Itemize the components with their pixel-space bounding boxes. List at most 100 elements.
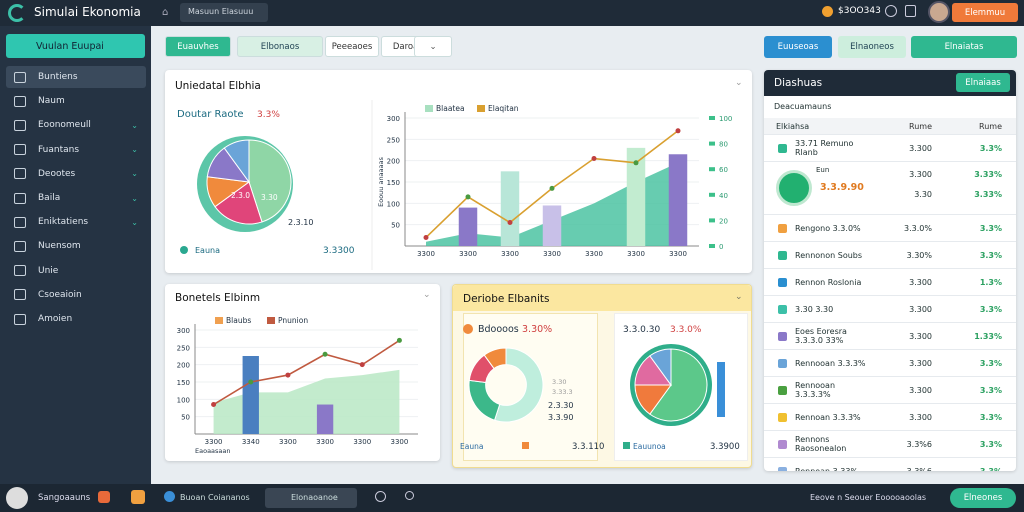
cell: Rennon Roslonia [795,277,862,287]
nav-icon [14,168,26,180]
pie-slice [223,139,250,184]
pie-label: 3.30 [261,193,278,202]
nav-item[interactable]: Csoeaioin [6,284,146,306]
nav-label: Naum [38,96,65,107]
x-tick-label: 3300 [627,250,645,258]
table-header: Elkiahsa Rume Rume [764,118,1016,135]
cell: Rennonon Soubs [795,250,863,260]
nav-item[interactable]: Amoien [6,308,146,330]
app-icon[interactable] [164,491,175,502]
row-icon [778,466,787,471]
nav-icon [14,119,26,131]
chevron: ⌄ [131,169,138,179]
cell: Rennoan 3.33% [795,466,859,472]
nav-item[interactable]: Baila ⌄ [6,187,146,209]
settings-icon[interactable] [885,5,897,17]
toolbar-button[interactable]: Euauvhes [165,36,231,57]
avatar[interactable] [928,1,950,23]
table-row[interactable]: Rennoan 3.33% 3.3%6 3.3% [764,458,1016,471]
y-tick-label: 300 [177,327,190,335]
badge [463,324,473,334]
nav-label: Deootes [38,168,76,179]
action-button[interactable]: Elemmuu [952,3,1018,22]
nav-item[interactable]: Eniktatiens ⌄ [6,211,146,233]
taskbar-action[interactable]: Elneones [950,488,1016,508]
panel-action[interactable]: Elnaiaas [956,73,1010,92]
table-row[interactable]: Rennooan 3.3.3.3% 3.300 3.3% [764,377,1016,404]
chevron: ⌄ [131,193,138,203]
nav-item[interactable]: Deootes ⌄ [6,163,146,185]
menu[interactable]: ⌄ [423,290,431,300]
taskbar: Sangoaauns Buoan Coiananos Elonaoanoe Ee… [0,484,1024,512]
table-row[interactable]: Rennonon Soubs 3.30% 3.3% [764,242,1016,269]
nav-item[interactable]: Eoonomeull ⌄ [6,114,146,136]
app-icon[interactable] [131,490,145,504]
cell: 3.300 [909,331,932,341]
table-row[interactable]: Rennooan 3.3.3% 3.300 3.3% [764,350,1016,377]
nav-item[interactable]: Naum [6,90,146,112]
x-tick-label: 3300 [205,438,223,446]
row-icon [778,358,787,368]
toolbar-button[interactable]: Elnaiatas [911,36,1017,58]
status: Eeove n Seouer Eooooaoolas [810,493,927,502]
user-name: Sangoaauns [38,493,91,503]
y-tick-label: 200 [177,362,190,370]
overview-graphics: Doutar Raote 3.3% 2.3.0 3.30 2.3.10 Eauna 3.33… [177,100,373,270]
search-box[interactable]: Masuun Elasuuu [180,3,268,22]
panel-title: Diashuas [774,77,823,89]
cell: 3.3% [979,412,1002,422]
toolbar-button[interactable]: Elnaoneos [838,36,906,58]
y-tick-label: 250 [387,136,400,144]
apps-icon[interactable] [905,5,916,17]
y2-tick-label: 40 [719,192,728,200]
panel-title: Uniedatal Elbhia [175,80,261,92]
nav-label: Baila [38,193,61,203]
pie-total: 3.3300 [323,246,355,256]
nav-item[interactable]: Nuensom [6,235,146,257]
cell: 3.300 [909,385,932,395]
menu[interactable]: ⌄ [735,78,743,88]
nav-item[interactable]: Buntiens [6,66,146,88]
dropdown[interactable]: ⌄ [414,36,452,57]
y-tick-label: 100 [177,396,190,404]
nav-label: Amoien [38,314,73,324]
y2-tick-label: 80 [719,141,728,149]
nav-icon [14,192,26,204]
toolbar-button[interactable]: Elbonaos [237,36,323,57]
window-tab[interactable]: Elonaoanoe [265,488,357,508]
legend-label: Eauna [195,246,220,255]
y-tick-label: 50 [391,222,400,230]
table-row[interactable]: Rennoan 3.3.3% 3.300 3.3% [764,404,1016,431]
table-row[interactable]: Rennon Roslonia 3.300 1.3% [764,269,1016,296]
y-tick-label: 150 [177,379,190,387]
tray-icon[interactable] [405,491,414,500]
point [633,160,639,166]
home-icon[interactable]: ⌂ [162,7,169,18]
user-avatar[interactable] [6,487,28,509]
table-row[interactable]: Rengono 3.3.0% 3.3.0% 3.3% [764,215,1016,242]
x-tick-label: 3300 [543,250,561,258]
menu[interactable]: ⌄ [735,292,743,302]
nav-item[interactable]: Fuantans ⌄ [6,139,146,161]
cell: 1.33% [974,331,1002,341]
app-icon[interactable] [98,491,110,503]
x-axis-title: Eaoaasaan [195,447,231,455]
table-row[interactable]: 3.30 3.30 3.300 3.3% [764,296,1016,323]
point [285,372,291,378]
table-row[interactable]: Eoes Eoresra 3.3.3.0 33% 3.300 1.33% [764,323,1016,350]
pie-change: 3.3.0% [670,325,702,335]
bar [542,205,562,246]
row-icon [778,439,787,449]
toolbar-button[interactable]: Peeeaoes [325,36,379,57]
primary-button[interactable]: Vuulan Euupai [6,34,145,58]
table-row[interactable]: Rennons Raosonealon 3.3%6 3.3% [764,431,1016,458]
overview-chart: 50 100 150 200 250 300 0 20 40 60 80 100 3300 3300 330… [377,104,732,258]
table-row[interactable]: 33.71 Remuno Rlanb 3.300 3.3% [764,135,1016,162]
tray-icon[interactable] [375,491,386,502]
toolbar-button[interactable]: Euuseoas [764,36,832,58]
side-value: 3.30 [552,378,566,386]
nav-item[interactable]: Unie [6,260,146,282]
y-tick-label: 250 [177,344,190,352]
x-tick-label: 3300 [353,438,371,446]
pie-slice [493,347,544,423]
